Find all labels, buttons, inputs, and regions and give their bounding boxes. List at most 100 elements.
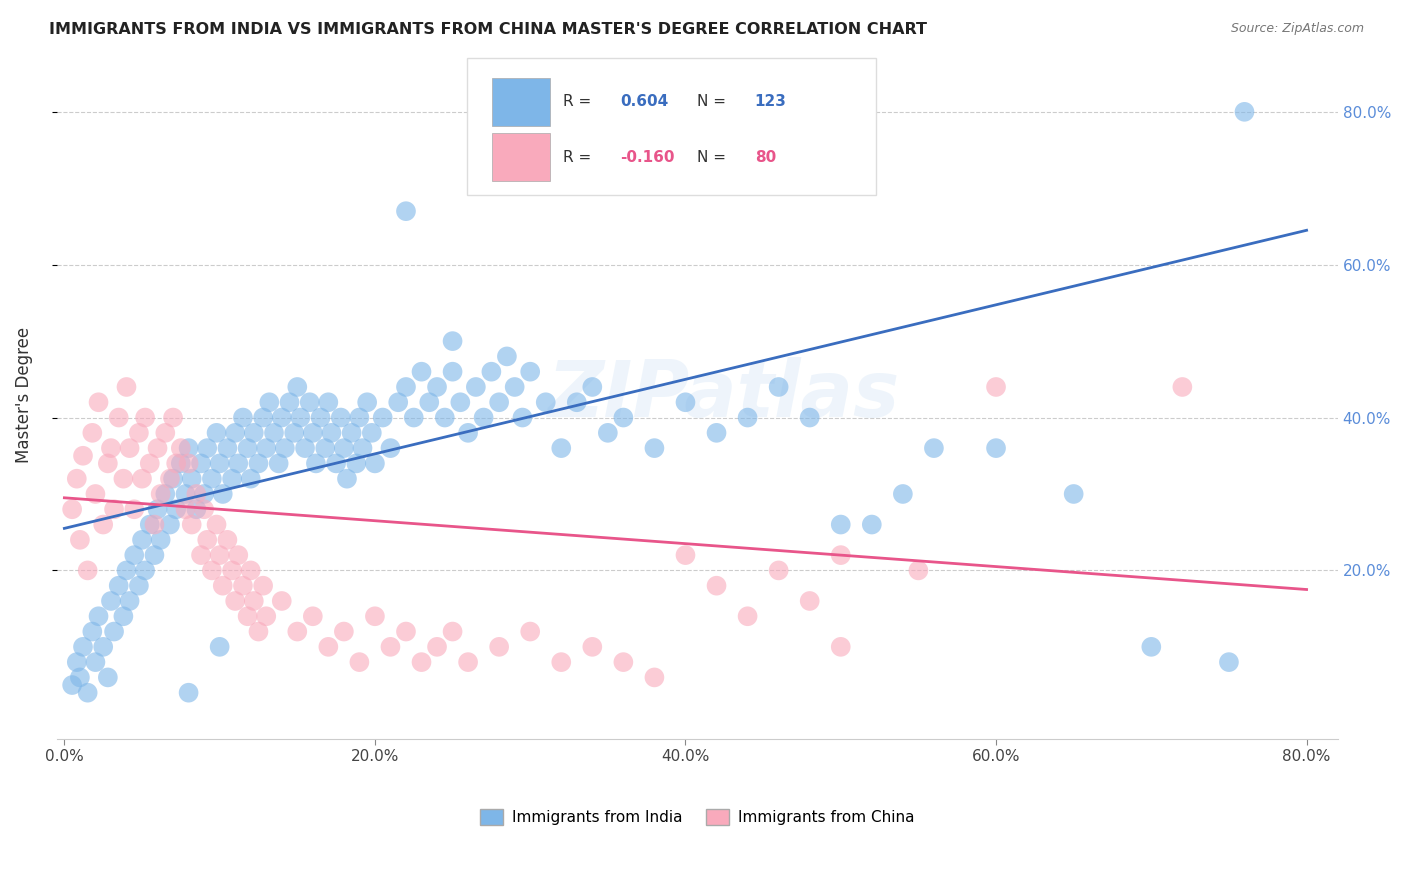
Point <box>737 410 759 425</box>
Point <box>254 441 277 455</box>
Point <box>60 678 83 692</box>
Point <box>143 517 166 532</box>
Point <box>155 425 177 440</box>
Point <box>395 204 418 219</box>
Point <box>139 457 162 471</box>
Point <box>165 457 187 471</box>
Point <box>550 655 572 669</box>
Point <box>155 487 177 501</box>
Point <box>236 609 259 624</box>
Point <box>128 425 150 440</box>
Point <box>285 624 308 639</box>
Point <box>356 395 378 409</box>
Point <box>82 624 104 639</box>
Point <box>186 487 208 501</box>
Point <box>247 624 270 639</box>
Point <box>380 640 402 654</box>
Point <box>180 472 202 486</box>
Point <box>426 640 449 654</box>
Point <box>76 563 98 577</box>
Point <box>270 410 292 425</box>
Point <box>159 517 181 532</box>
Point <box>534 395 557 409</box>
Point <box>143 548 166 562</box>
Point <box>263 425 285 440</box>
Point <box>122 548 145 562</box>
Point <box>174 502 197 516</box>
Point <box>239 472 262 486</box>
Point <box>177 441 200 455</box>
Point <box>259 395 281 409</box>
Point <box>411 365 433 379</box>
Point <box>1171 380 1194 394</box>
Point <box>274 441 297 455</box>
Point <box>581 380 603 394</box>
Text: N =: N = <box>697 94 731 109</box>
Point <box>479 365 502 379</box>
Point <box>441 624 464 639</box>
Point <box>165 502 187 516</box>
Point <box>496 350 519 364</box>
Point <box>922 441 945 455</box>
Point <box>159 472 181 486</box>
Point <box>1140 640 1163 654</box>
Text: 0.604: 0.604 <box>620 94 668 109</box>
Point <box>224 425 246 440</box>
Point <box>464 380 486 394</box>
Point <box>211 579 233 593</box>
FancyBboxPatch shape <box>492 133 550 181</box>
Point <box>177 686 200 700</box>
Point <box>830 517 852 532</box>
Point <box>352 441 374 455</box>
Point <box>146 502 169 516</box>
Point <box>170 457 193 471</box>
Point <box>1063 487 1085 501</box>
Point <box>395 624 418 639</box>
Point <box>333 441 356 455</box>
Point <box>107 579 129 593</box>
Point <box>441 334 464 348</box>
Point <box>69 670 91 684</box>
Point <box>290 410 312 425</box>
Point <box>177 457 200 471</box>
Text: R =: R = <box>562 94 596 109</box>
Point <box>134 410 156 425</box>
Point <box>180 517 202 532</box>
Point <box>131 533 153 547</box>
Point <box>907 563 929 577</box>
Point <box>457 655 479 669</box>
Point <box>768 563 790 577</box>
Point <box>162 472 184 486</box>
Point <box>402 410 425 425</box>
Point <box>100 594 122 608</box>
Point <box>66 655 89 669</box>
Point <box>91 640 114 654</box>
Point <box>236 441 259 455</box>
Text: IMMIGRANTS FROM INDIA VS IMMIGRANTS FROM CHINA MASTER'S DEGREE CORRELATION CHART: IMMIGRANTS FROM INDIA VS IMMIGRANTS FROM… <box>49 22 927 37</box>
Point <box>799 594 821 608</box>
Point <box>1218 655 1240 669</box>
Point <box>239 563 262 577</box>
Point <box>208 457 231 471</box>
Point <box>799 410 821 425</box>
Point <box>84 487 107 501</box>
Point <box>201 563 224 577</box>
Point <box>364 457 387 471</box>
Point <box>122 502 145 516</box>
Point <box>226 457 249 471</box>
Point <box>118 594 141 608</box>
Point <box>301 425 323 440</box>
Point <box>252 579 274 593</box>
Point <box>100 441 122 455</box>
Text: 123: 123 <box>755 94 786 109</box>
Point <box>433 410 456 425</box>
Point <box>76 686 98 700</box>
Point <box>387 395 409 409</box>
Point <box>193 502 215 516</box>
Point <box>519 365 541 379</box>
Point <box>72 640 94 654</box>
Point <box>131 472 153 486</box>
Point <box>224 594 246 608</box>
Point <box>115 380 138 394</box>
Point <box>298 395 321 409</box>
